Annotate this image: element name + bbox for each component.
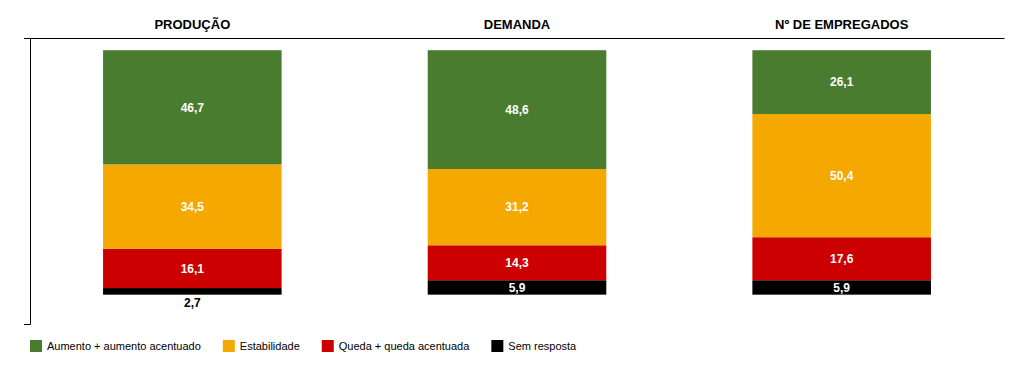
legend-swatch [30,340,42,352]
x-axis-line [31,38,1005,39]
legend-swatch [491,340,503,352]
legend-item: Aumento + aumento acentuado [30,340,201,352]
bar-segment [103,164,282,248]
x-axis: PRODUÇÃO DEMANDA Nº DE EMPREGADOS [31,17,1005,39]
legend: Aumento + aumento acentuado Estabilidade Q… [30,340,577,352]
data-label: 48,6 [505,103,529,117]
data-label: 5,9 [833,281,850,295]
legend-swatch [223,340,235,352]
legend-item: Queda + queda acentuada [322,340,470,352]
x-tick: Nº DE EMPREGADOS [775,17,909,38]
category-label: DEMANDA [484,17,551,32]
bar-segment [103,288,282,295]
bar-segment [428,169,607,245]
bar-segment [752,114,931,237]
legend-label: Estabilidade [240,340,300,352]
data-label: 16,1 [181,262,205,276]
legend-label: Aumento + aumento acentuado [47,340,201,352]
x-tick: DEMANDA [484,17,551,38]
bar-segment [103,50,282,164]
chart: 2,7 5,9 5,9 16,1 14,3 17,6 34,5 31,2 50,4 46,7 48,… [0,0,1024,366]
legend-label: Queda + queda acentuada [339,340,470,352]
x-tick: PRODUÇÃO [154,17,230,38]
bar-segment [428,245,607,280]
bar-segment [752,237,931,280]
series [103,50,931,169]
y-axis [24,39,31,325]
data-label: 46,7 [181,101,205,115]
plot: 2,7 5,9 5,9 16,1 14,3 17,6 34,5 31,2 50,4 46,7 48,… [24,17,1005,325]
legend-label: Sem resposta [508,340,577,352]
bar-segment [428,50,607,169]
bars [103,50,931,294]
data-label: 50,4 [830,169,854,183]
legend-item: Sem resposta [491,340,577,352]
y-axis-line [24,39,31,325]
bar-segment [103,249,282,288]
data-labels: 2,7 5,9 5,9 16,1 14,3 17,6 34,5 31,2 50,4 46,7 48,… [181,75,854,310]
data-label: 31,2 [505,200,529,214]
bar-segment [752,50,931,114]
legend-swatch [322,340,334,352]
category-label: PRODUÇÃO [154,17,230,32]
bar-segment [752,280,931,294]
data-label: 5,9 [509,281,526,295]
legend-item: Estabilidade [223,340,300,352]
data-label: 26,1 [830,75,854,89]
data-label: 17,6 [830,252,854,266]
data-label: 2,7 [184,296,201,310]
data-label: 14,3 [505,256,529,270]
bar-segment [428,280,607,294]
category-label: Nº DE EMPREGADOS [775,17,909,32]
data-label: 34,5 [181,200,205,214]
